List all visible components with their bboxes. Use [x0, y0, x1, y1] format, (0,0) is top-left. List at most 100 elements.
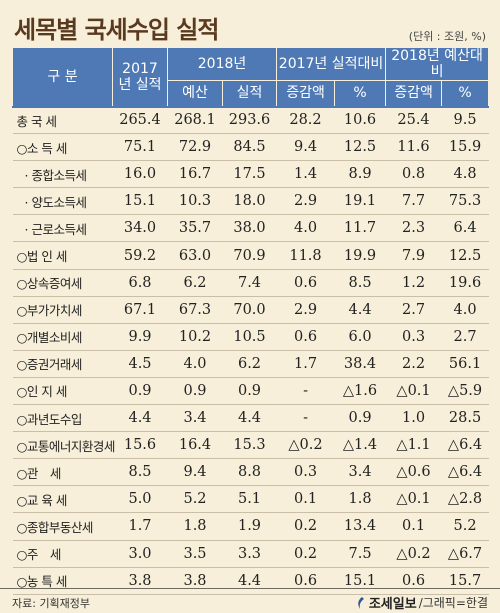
cell-d2018: 1.2 [385, 269, 442, 297]
cell-p2018: △6.7 [441, 540, 489, 568]
cell-v2017: 34.0 [112, 214, 168, 243]
cell-actual: 0.9 [222, 377, 277, 406]
cell-budget: 3.4 [167, 404, 223, 433]
cell-budget: 35.7 [167, 214, 223, 243]
footer: 자료: 기획재정부 조세일보 /그래픽=한결 [0, 588, 500, 613]
cell-p2017: 11.7 [334, 214, 386, 243]
cell-budget: 3.5 [167, 540, 223, 568]
cell-d2017: 1.7 [276, 350, 335, 378]
cell-d2018: 0.1 [385, 512, 442, 541]
table-row: ○인 지 세 0.9 0.9 0.9- △1.6 △0.1 △5.9 [12, 377, 489, 406]
cell-budget: 5.2 [167, 485, 223, 514]
cell-p2018: 19.6 [441, 269, 489, 297]
cell-p2017: 3.4 [334, 458, 386, 487]
header-vs-2017: 2017년 실적대비 [276, 47, 387, 81]
cell-actual: 17.5 [222, 160, 277, 189]
cell-actual: 18.0 [222, 187, 277, 216]
table-row: ○종합부동산세 1.7 1.8 1.9 0.2 13.4 0.1 5.2 [12, 512, 489, 541]
cell-d2018: 7.9 [385, 241, 442, 270]
cell-p2018: 4.8 [441, 160, 489, 189]
cell-d2017: △0.2 [276, 431, 335, 460]
table-row: 총 국 세 265.4 268.1 293.6 28.2 10.6 25.4 9.5 [12, 105, 489, 135]
cell-d2017: - [276, 377, 335, 406]
cell-v2017: 6.8 [112, 269, 168, 297]
cell-budget: 0.9 [167, 377, 223, 406]
row-label: · 근로소득세 [12, 214, 113, 243]
table-row: ○주 세 3.0 3.5 3.3 0.2 7.5 △0.2 △6.7 [12, 540, 489, 568]
row-label: ○관 세 [12, 458, 113, 487]
header-vs2018-pct: % [441, 80, 490, 107]
row-label: ○농 특 세 [12, 567, 113, 595]
cell-d2017: 0.2 [276, 512, 335, 541]
cell-d2017: 28.2 [276, 105, 335, 135]
cell-p2017: 13.4 [334, 512, 386, 541]
cell-d2017: 0.6 [276, 269, 335, 297]
table-row: ○부가가치세 67.1 67.3 70.0 2.9 4.4 2.7 4.0 [12, 296, 489, 324]
cell-p2017: 1.8 [334, 485, 386, 514]
cell-d2017: 0.1 [276, 485, 335, 514]
cell-budget: 10.2 [167, 323, 223, 351]
table-row: ○농 특 세 3.8 3.8 4.4 0.6 15.1 0.6 15.7 [12, 567, 489, 595]
row-label: ○인 지 세 [12, 377, 113, 406]
cell-p2017: 6.0 [334, 323, 386, 351]
cell-d2017: 0.2 [276, 540, 335, 568]
cell-d2017: 0.3 [276, 458, 335, 487]
cell-v2017: 5.0 [112, 485, 168, 514]
header-vs2018-diff: 증감액 [385, 80, 443, 107]
cell-v2017: 265.4 [112, 105, 168, 135]
cell-v2017: 9.9 [112, 323, 168, 351]
cell-actual: 10.5 [222, 323, 277, 351]
cell-p2018: △6.4 [441, 431, 489, 460]
row-label: · 종합소득세 [12, 160, 113, 189]
cell-p2018: 15.7 [441, 567, 489, 595]
row-label: ○과년도수입 [12, 404, 113, 433]
table-header: 구 분 2017년 실적 2018년 2017년 실적대비 2018년 예산대비… [12, 47, 490, 107]
cell-v2017: 15.1 [112, 187, 168, 216]
cell-d2018: 1.0 [385, 404, 442, 433]
table-row: ○법 인 세 59.2 63.0 70.9 11.8 19.9 7.9 12.5 [12, 241, 489, 270]
cell-d2018: 11.6 [385, 133, 442, 162]
table-row: · 근로소득세 34.0 35.7 38.0 4.0 11.7 2.3 6.4 [12, 214, 489, 243]
row-label: ○증권거래세 [12, 350, 113, 378]
header-vs2017-diff: 증감액 [276, 80, 336, 107]
cell-v2017: 75.1 [112, 133, 168, 162]
cell-d2017: 11.8 [276, 241, 335, 270]
cell-actual: 7.4 [222, 269, 277, 297]
tax-revenue-table: 구 분 2017년 실적 2018년 2017년 실적대비 2018년 예산대비… [12, 47, 490, 595]
cell-p2018: 75.3 [441, 187, 489, 216]
row-label: 총 국 세 [12, 105, 113, 135]
cell-v2017: 3.0 [112, 540, 168, 568]
cell-budget: 16.7 [167, 160, 223, 189]
header-category: 구 분 [12, 47, 113, 107]
cell-budget: 4.0 [167, 350, 223, 378]
cell-p2017: 8.9 [334, 160, 386, 189]
row-label: ○상속증여세 [12, 269, 113, 297]
cell-budget: 268.1 [167, 105, 223, 135]
header-vs2017-pct: % [334, 80, 387, 107]
cell-p2017: △1.6 [334, 377, 386, 406]
cell-p2017: 10.6 [334, 105, 386, 135]
cell-actual: 38.0 [222, 214, 277, 243]
cell-p2017: 4.4 [334, 296, 386, 324]
row-label: ○교통에너지환경세 [12, 431, 115, 460]
cell-p2018: △6.4 [441, 458, 489, 487]
cell-p2017: 15.1 [334, 567, 386, 595]
unit-note: (단위 : 조원, %) [408, 30, 486, 43]
cell-actual: 4.4 [222, 404, 277, 433]
cell-budget: 67.3 [167, 296, 223, 324]
cell-d2018: 0.8 [385, 160, 442, 189]
cell-v2017: 4.5 [112, 350, 168, 378]
brand-name: 조세일보 [368, 597, 417, 612]
cell-p2018: 6.4 [441, 214, 489, 243]
table-row: · 종합소득세 16.0 16.7 17.5 1.4 8.9 0.8 4.8 [12, 160, 489, 189]
table-row: ○관 세 8.5 9.4 8.8 0.3 3.4 △0.6 △6.4 [12, 458, 489, 487]
cell-d2017: 2.9 [276, 187, 335, 216]
table-row: ○증권거래세 4.5 4.0 6.2 1.7 38.4 2.2 56.1 [12, 350, 489, 378]
cell-p2017: 19.9 [334, 241, 386, 270]
cell-actual: 70.0 [222, 296, 277, 324]
cell-budget: 9.4 [167, 458, 223, 487]
cell-d2018: 0.3 [385, 323, 442, 351]
credit: 조세일보 /그래픽=한결 [355, 593, 488, 612]
cell-actual: 15.3 [222, 431, 277, 460]
cell-d2018: 2.7 [385, 296, 442, 324]
